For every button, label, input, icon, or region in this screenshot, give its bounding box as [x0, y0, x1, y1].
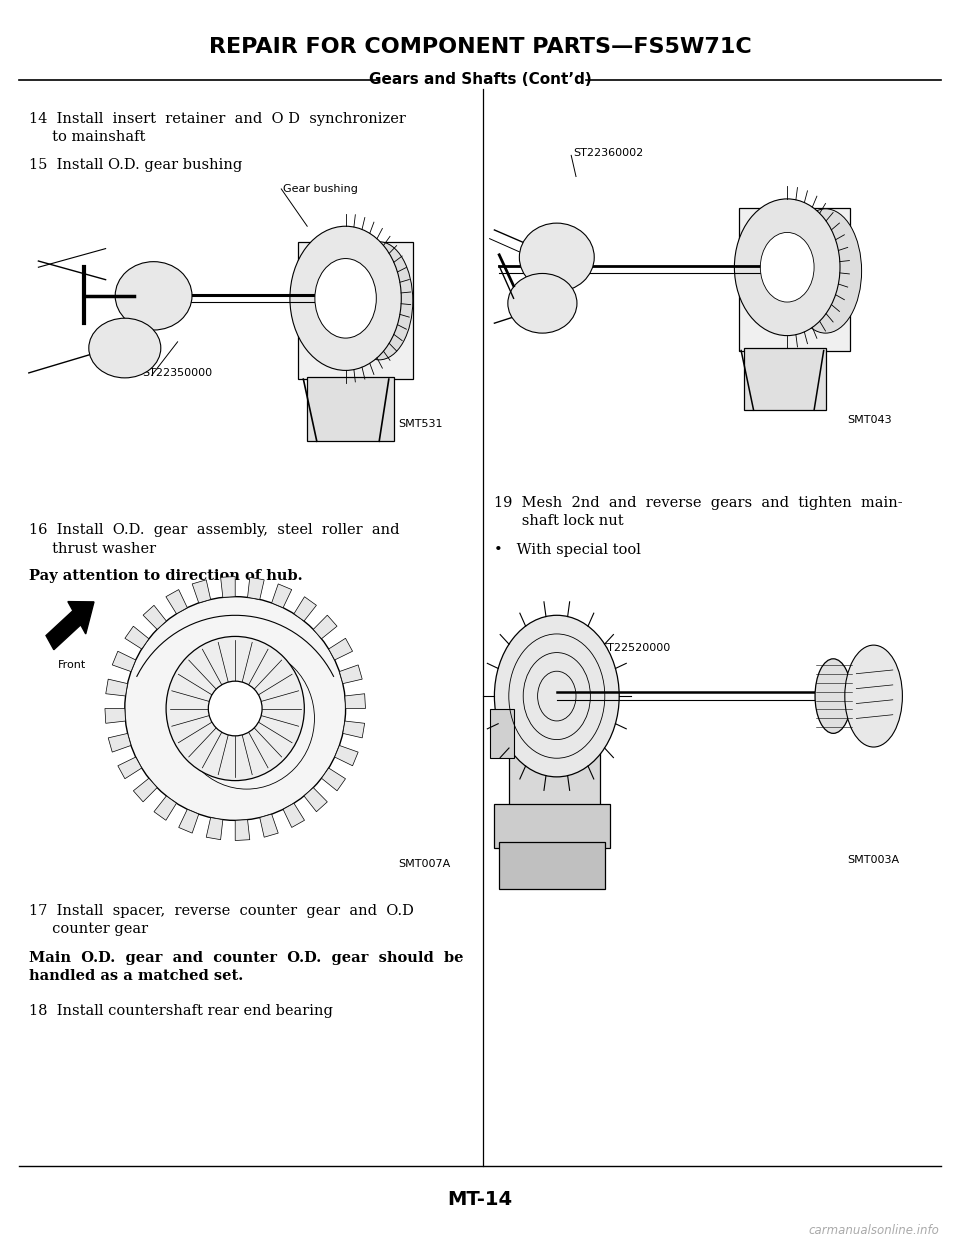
Polygon shape	[340, 665, 362, 684]
Ellipse shape	[845, 645, 902, 747]
Ellipse shape	[115, 262, 192, 329]
Ellipse shape	[125, 597, 346, 820]
FancyArrow shape	[46, 602, 94, 650]
Polygon shape	[154, 796, 177, 820]
Text: ST22520000: ST22520000	[600, 643, 670, 653]
Circle shape	[315, 259, 376, 338]
Polygon shape	[105, 709, 126, 723]
Ellipse shape	[815, 659, 852, 733]
Ellipse shape	[508, 273, 577, 333]
Polygon shape	[221, 577, 235, 598]
Polygon shape	[192, 579, 210, 603]
FancyBboxPatch shape	[744, 348, 826, 410]
FancyBboxPatch shape	[499, 842, 605, 889]
Text: SMT531: SMT531	[398, 419, 443, 429]
Text: SMT003A: SMT003A	[848, 855, 900, 865]
Text: 19  Mesh  2nd  and  reverse  gears  and  tighten  main-
      shaft lock nut: 19 Mesh 2nd and reverse gears and tighte…	[494, 496, 903, 528]
Polygon shape	[125, 626, 149, 649]
Polygon shape	[304, 788, 327, 812]
FancyBboxPatch shape	[298, 242, 413, 379]
Polygon shape	[283, 803, 304, 828]
Polygon shape	[260, 814, 278, 838]
Text: Main  O.D.  gear  and  counter  O.D.  gear  should  be
handled as a matched set.: Main O.D. gear and counter O.D. gear sho…	[29, 951, 464, 983]
Text: ST22350000: ST22350000	[142, 368, 212, 378]
Ellipse shape	[208, 681, 262, 736]
Polygon shape	[328, 638, 352, 660]
Text: Gear bushing: Gear bushing	[283, 184, 358, 194]
Text: 17  Install  spacer,  reverse  counter  gear  and  O.D
     counter gear: 17 Install spacer, reverse counter gear …	[29, 904, 414, 936]
Ellipse shape	[789, 209, 862, 333]
Text: 15  Install O.D. gear bushing: 15 Install O.D. gear bushing	[29, 158, 242, 172]
Text: 14  Install  insert  retainer  and  O D  synchronizer
     to mainshaft: 14 Install insert retainer and O D synch…	[29, 112, 406, 144]
Circle shape	[760, 232, 814, 302]
Text: Gears and Shafts (Cont’d): Gears and Shafts (Cont’d)	[369, 72, 591, 87]
Text: REPAIR FOR COMPONENT PARTS—FS5W71C: REPAIR FOR COMPONENT PARTS—FS5W71C	[208, 37, 752, 57]
Polygon shape	[206, 818, 223, 840]
FancyBboxPatch shape	[509, 738, 600, 810]
Polygon shape	[179, 809, 199, 833]
Text: SMT043: SMT043	[848, 415, 892, 425]
Polygon shape	[322, 768, 346, 791]
Text: 16  Install  O.D.  gear  assembly,  steel  roller  and
     thrust washer: 16 Install O.D. gear assembly, steel rol…	[29, 523, 399, 556]
Polygon shape	[345, 694, 366, 709]
Polygon shape	[106, 679, 128, 696]
Polygon shape	[313, 615, 337, 639]
FancyBboxPatch shape	[739, 208, 850, 351]
Polygon shape	[143, 605, 166, 629]
Polygon shape	[343, 721, 365, 738]
Ellipse shape	[89, 318, 161, 378]
Circle shape	[290, 226, 401, 370]
Ellipse shape	[519, 224, 594, 292]
Text: carmanualsonline.info: carmanualsonline.info	[808, 1224, 939, 1237]
Polygon shape	[112, 651, 135, 671]
Text: SMT007A: SMT007A	[398, 859, 450, 869]
Ellipse shape	[166, 636, 304, 781]
FancyBboxPatch shape	[494, 804, 610, 848]
Text: ST22360002: ST22360002	[573, 148, 643, 158]
FancyBboxPatch shape	[307, 377, 394, 441]
Polygon shape	[248, 577, 264, 599]
Circle shape	[734, 199, 840, 336]
FancyBboxPatch shape	[490, 709, 514, 758]
Polygon shape	[294, 597, 317, 622]
Text: •   With special tool: • With special tool	[494, 543, 641, 557]
Polygon shape	[166, 589, 187, 614]
Polygon shape	[335, 746, 358, 766]
Polygon shape	[235, 819, 250, 840]
Polygon shape	[118, 757, 142, 779]
Text: Pay attention to direction of hub.: Pay attention to direction of hub.	[29, 569, 302, 583]
Text: 18  Install countershaft rear end bearing: 18 Install countershaft rear end bearing	[29, 1004, 333, 1018]
Polygon shape	[108, 733, 131, 752]
Polygon shape	[133, 778, 157, 802]
Text: Front: Front	[58, 660, 85, 670]
Polygon shape	[272, 584, 292, 608]
Text: MT-14: MT-14	[447, 1190, 513, 1209]
Ellipse shape	[346, 242, 413, 360]
Circle shape	[494, 615, 619, 777]
